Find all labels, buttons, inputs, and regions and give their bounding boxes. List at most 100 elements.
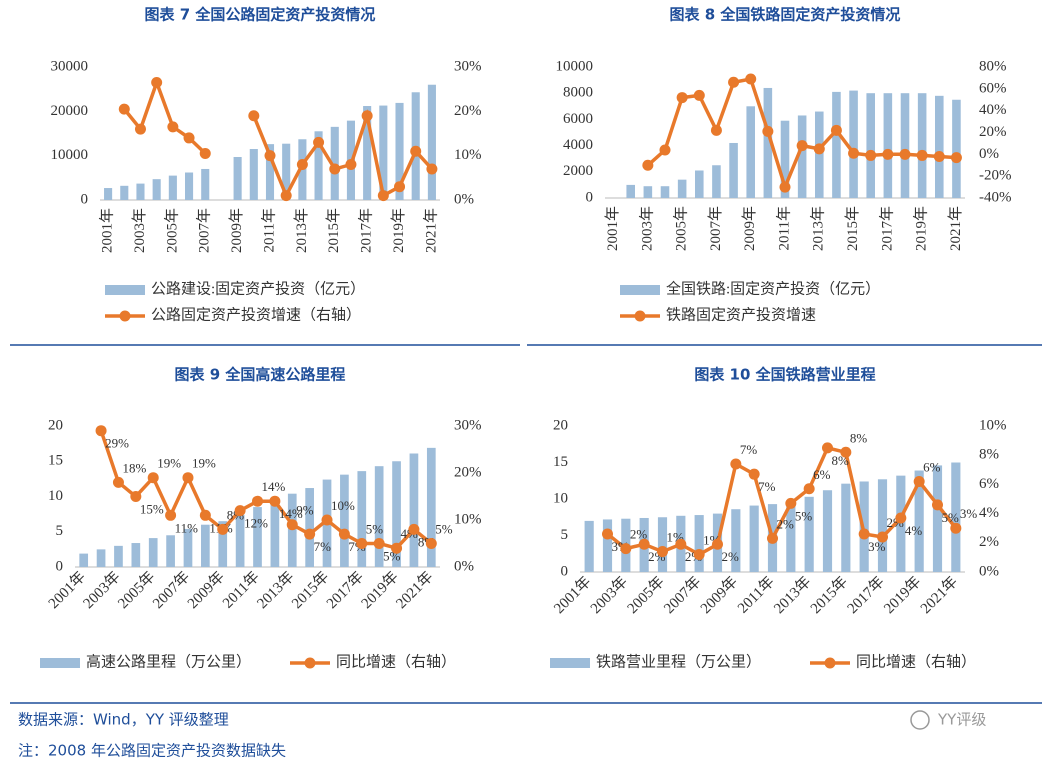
bar [896, 475, 906, 572]
x-tick-label: 2011年 [775, 206, 792, 250]
x-tick-label: 2015年 [844, 206, 861, 251]
y2-tick-label: 40% [979, 102, 1007, 118]
line-marker [118, 103, 130, 115]
line-marker [321, 514, 333, 526]
x-tick-label: 2005年 [163, 208, 180, 253]
y2-tick-label: 0% [979, 146, 999, 162]
x-tick-label: 2003年 [131, 208, 148, 253]
line-marker [895, 512, 907, 524]
bar [917, 93, 927, 198]
bar [660, 186, 670, 198]
line-marker [779, 181, 791, 193]
line-marker [620, 543, 632, 555]
bar [746, 106, 755, 198]
x-tick-label: 2011年 [219, 568, 262, 611]
line-marker [785, 497, 797, 509]
data-label: 2% [722, 549, 740, 564]
data-label: 29% [105, 436, 129, 451]
line-marker [373, 538, 385, 549]
x-tick-label: 2009年 [228, 208, 245, 253]
bar [780, 120, 790, 198]
line-marker [134, 123, 146, 135]
bar [201, 524, 210, 567]
y-tick-label: 20 [48, 417, 63, 433]
line-marker [147, 472, 159, 484]
line-marker [899, 148, 911, 160]
data-label: 5% [795, 508, 813, 523]
x-tick-label: 2003年 [638, 206, 655, 251]
y2-tick-label: 2% [979, 534, 999, 550]
legend-swatch [304, 657, 316, 669]
line-marker [877, 531, 888, 543]
bar [832, 91, 841, 198]
y-tick-label: 15 [48, 453, 63, 469]
data-label: 8% [850, 430, 868, 445]
bar [677, 179, 687, 198]
footnote: 注：2008 年公路固定资产投资数据缺失 [18, 742, 286, 760]
y2-tick-label: 10% [454, 511, 482, 527]
bar [330, 126, 339, 200]
bar [426, 447, 436, 567]
bar [392, 461, 401, 567]
y-tick-label: 5 [561, 527, 569, 543]
line-marker [728, 76, 740, 88]
legend-swatch [550, 658, 590, 668]
line-marker [848, 147, 860, 159]
data-label: 7% [314, 539, 332, 554]
data-label: 3% [960, 506, 978, 521]
x-tick-label: 2021年 [422, 208, 439, 253]
line-marker [391, 542, 403, 554]
line-marker [676, 92, 688, 104]
line-marker [130, 491, 142, 502]
x-tick-label: 2015年 [325, 208, 342, 253]
y-tick-label: 20000 [51, 103, 89, 119]
y-tick-label: 4000 [563, 137, 593, 153]
legend-label: 全国铁路:固定资产投资（亿元） [666, 279, 880, 297]
line-marker [950, 152, 962, 164]
bar [168, 175, 177, 200]
line-marker [657, 546, 668, 558]
bar [79, 553, 89, 567]
line-marker [167, 121, 179, 133]
y-tick-label: 2000 [563, 163, 593, 179]
y-tick-label: 15 [553, 454, 568, 470]
line-marker [361, 110, 373, 122]
data-label: 12% [244, 516, 268, 531]
bar [201, 168, 210, 200]
bar [932, 465, 943, 572]
data-label: 3% [868, 539, 886, 554]
bar [584, 520, 594, 572]
x-tick-label: 2021年 [917, 573, 961, 617]
bar [729, 142, 738, 198]
bar [265, 144, 275, 200]
bar [815, 111, 824, 198]
bar [104, 188, 113, 200]
line-marker [830, 124, 842, 136]
line-marker [748, 468, 760, 480]
line-marker [933, 151, 945, 163]
line-marker [95, 425, 107, 437]
line-marker [796, 140, 808, 152]
bar [305, 488, 314, 567]
line-marker [264, 150, 276, 162]
line-marker [602, 528, 613, 540]
data-label: 11% [175, 520, 199, 535]
bar [951, 462, 961, 572]
legend-swatch [620, 285, 660, 295]
y-tick-label: 30000 [51, 58, 89, 74]
line-marker [638, 538, 650, 550]
line-marker [882, 148, 894, 160]
data-label: 14% [262, 479, 286, 494]
line-marker [280, 190, 292, 202]
x-tick-label: 2021年 [393, 568, 437, 612]
bar [883, 93, 893, 198]
line-marker [112, 476, 124, 488]
y2-tick-label: 30% [454, 417, 482, 433]
bar [952, 99, 961, 198]
bar [602, 519, 613, 572]
x-tick-label: 2009年 [697, 573, 741, 617]
x-tick-label: 2019年 [358, 568, 402, 612]
line-marker [426, 163, 438, 175]
bar [935, 95, 944, 198]
x-tick-label: 2005年 [673, 206, 690, 251]
